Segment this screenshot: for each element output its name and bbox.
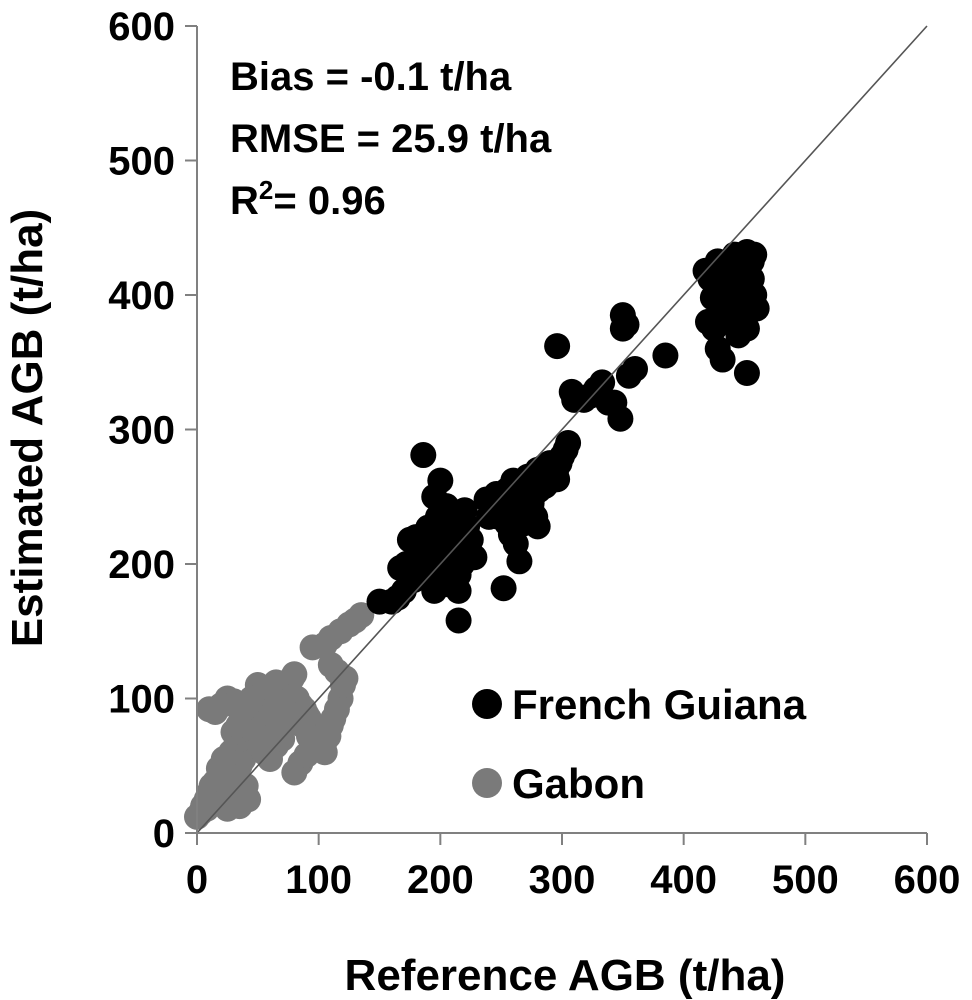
y-tick-label: 200 (108, 543, 175, 587)
r2-value: = 0.96 (273, 179, 385, 223)
data-point-french-guiana (607, 405, 634, 432)
data-point-french-guiana (652, 342, 679, 369)
y-tick-label: 300 (108, 409, 175, 453)
data-point-gabon (196, 696, 223, 723)
data-point-french-guiana (741, 241, 768, 268)
x-tick-label: 100 (285, 858, 352, 902)
data-point-french-guiana (738, 265, 765, 292)
data-point-french-guiana (410, 442, 437, 469)
data-point-french-guiana (709, 346, 736, 373)
data-point-gabon (299, 634, 326, 661)
data-point-gabon (348, 602, 375, 629)
r2-prefix: R (230, 179, 259, 223)
data-point-french-guiana (712, 298, 739, 325)
x-tick-label: 600 (894, 858, 961, 902)
data-point-french-guiana (366, 588, 393, 615)
y-axis-ticks: 0 100 200 300 400 500 600 (108, 5, 197, 856)
y-tick-label: 100 (108, 678, 175, 722)
data-point-french-guiana (589, 369, 616, 396)
data-point-french-guiana (506, 548, 533, 575)
x-tick-label: 0 (186, 858, 208, 902)
y-tick-label: 500 (108, 140, 175, 184)
x-tick-label: 500 (772, 858, 839, 902)
y-tick-label: 400 (108, 274, 175, 318)
x-tick-label: 400 (650, 858, 717, 902)
x-tick-label: 300 (529, 858, 596, 902)
one-to-one-line (196, 25, 928, 834)
data-point-french-guiana (544, 333, 571, 360)
data-point-french-guiana (555, 429, 582, 456)
data-point-french-guiana (613, 311, 640, 338)
data-points (184, 238, 770, 830)
data-point-french-guiana (733, 360, 760, 387)
data-point-french-guiana (445, 607, 472, 634)
data-point-french-guiana (490, 575, 517, 602)
y-axis-title: Estimated AGB (t/ha) (3, 209, 52, 647)
data-point-french-guiana (725, 322, 752, 349)
legend-label-french-guiana: French Guiana (512, 681, 807, 728)
x-axis-ticks: 0 100 200 300 400 500 600 (186, 833, 961, 902)
bias-annotation: Bias = -0.1 t/ha (230, 55, 512, 99)
legend: French Guiana Gabon (472, 681, 807, 807)
data-point-french-guiana (409, 564, 436, 591)
x-axis-title: Reference AGB (t/ha) (345, 951, 786, 1000)
rmse-annotation: RMSE = 25.9 t/ha (230, 117, 552, 161)
data-point-french-guiana (524, 513, 551, 540)
y-tick-label: 0 (153, 812, 175, 856)
legend-marker-gabon (472, 768, 502, 798)
data-point-french-guiana (476, 503, 502, 530)
data-point-french-guiana (387, 555, 414, 582)
r2-annotation: R2= 0.96 (230, 175, 386, 223)
legend-marker-french-guiana (472, 689, 502, 719)
legend-label-gabon: Gabon (512, 760, 645, 807)
r2-superscript: 2 (259, 175, 273, 205)
x-tick-label: 200 (407, 858, 474, 902)
data-point-french-guiana (622, 355, 648, 382)
data-point-gabon (302, 725, 329, 752)
data-point-french-guiana (461, 544, 488, 571)
data-point-french-guiana (427, 467, 454, 494)
y-tick-label: 600 (108, 5, 175, 49)
data-point-gabon (317, 651, 344, 678)
data-point-gabon (205, 755, 232, 782)
data-point-french-guiana (544, 466, 571, 493)
